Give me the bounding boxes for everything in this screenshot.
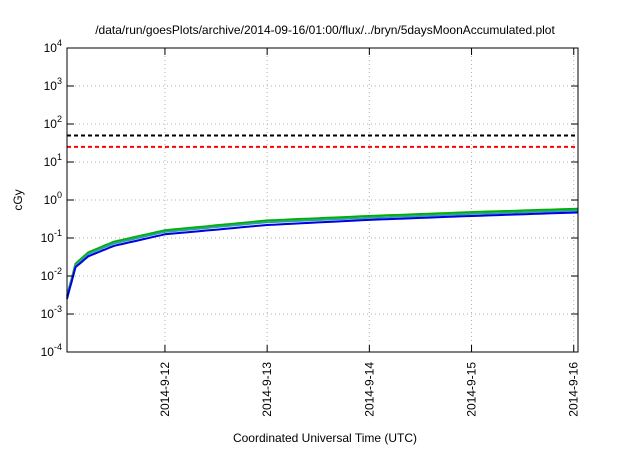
y-tick-label: 101 — [44, 152, 62, 169]
x-tick-label: 2014-9-16 — [567, 362, 581, 417]
y-tick-exponent: 1 — [57, 152, 62, 162]
series-lines — [66, 207, 579, 300]
x-tick-label: 2014-9-13 — [260, 362, 274, 417]
y-tick-label: 10-4 — [41, 342, 62, 359]
reference-lines — [67, 134, 578, 148]
y-tick-label: 10-3 — [41, 304, 62, 321]
y-tick-label: 100 — [44, 190, 62, 207]
y-axis-label: cGy — [11, 189, 25, 210]
grid — [67, 48, 578, 352]
x-tick-label: 2014-9-15 — [465, 362, 479, 417]
y-tick-label: 102 — [44, 114, 62, 131]
x-axis-label: Coordinated Universal Time (UTC) — [233, 431, 417, 445]
series-line — [66, 211, 579, 300]
y-tick-exponent: 4 — [57, 38, 62, 48]
y-tick-label: 104 — [44, 38, 62, 55]
y-tick-exponent: -4 — [54, 342, 62, 352]
y-tick-exponent: -3 — [54, 304, 62, 314]
series-line — [66, 209, 579, 298]
y-tick-label: 10-2 — [41, 266, 62, 283]
chart-title: /data/run/goesPlots/archive/2014-09-16/0… — [95, 23, 555, 37]
y-tick-exponent: 0 — [57, 190, 62, 200]
y-tick-exponent: 3 — [57, 76, 62, 86]
x-axis: 2014-9-12 2014-9-13 2014-9-14 2014-9-15 2014… — [158, 48, 581, 417]
y-tick-label: 103 — [44, 76, 62, 93]
y-tick-exponent: -1 — [54, 228, 62, 238]
series-line — [66, 207, 579, 297]
y-tick-label: 10-1 — [41, 228, 62, 245]
y-tick-exponent: 2 — [57, 114, 62, 124]
x-tick-label: 2014-9-12 — [158, 362, 172, 417]
y-tick-exponent: -2 — [54, 266, 62, 276]
x-tick-label: 2014-9-14 — [362, 362, 376, 417]
